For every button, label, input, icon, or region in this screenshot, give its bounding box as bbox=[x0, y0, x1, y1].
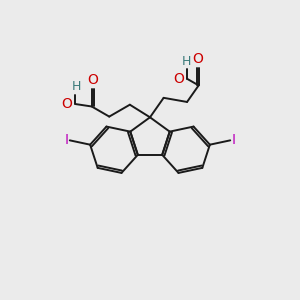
Text: O: O bbox=[61, 97, 72, 111]
Text: O: O bbox=[173, 72, 184, 86]
Text: O: O bbox=[193, 52, 203, 66]
Text: H: H bbox=[182, 55, 191, 68]
Text: I: I bbox=[64, 134, 68, 147]
Text: I: I bbox=[232, 134, 236, 147]
Text: H: H bbox=[71, 80, 81, 93]
Text: O: O bbox=[87, 73, 98, 87]
